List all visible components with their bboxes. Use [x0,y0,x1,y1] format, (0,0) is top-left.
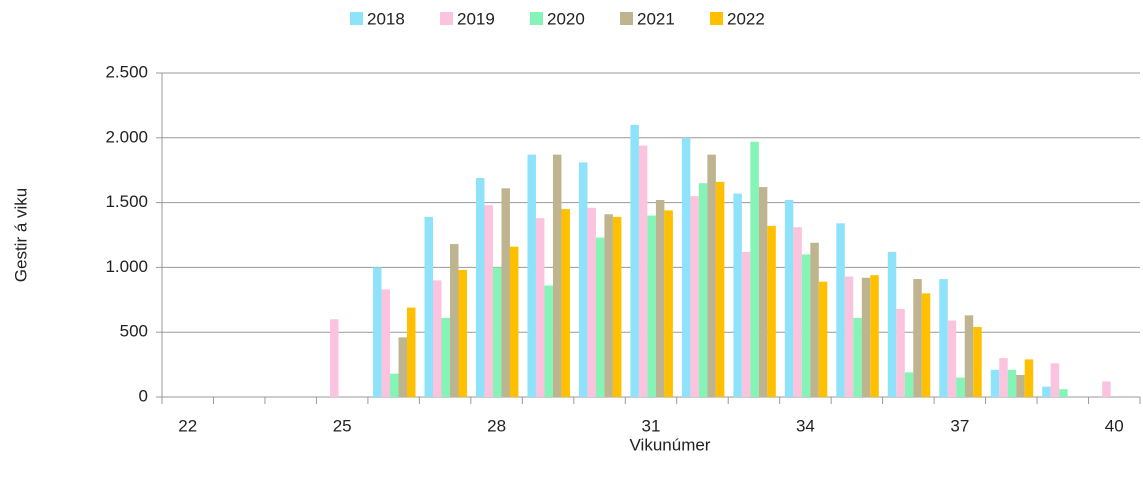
bar [1102,381,1111,397]
bar [698,183,708,397]
legend-label: 2019 [457,9,495,28]
x-tick-label: 28 [487,416,506,435]
bar [784,200,794,397]
bar [1059,389,1068,397]
bar [947,320,957,397]
x-tick-label: 37 [950,416,969,435]
bar [475,177,485,397]
bar [407,307,416,397]
bar [492,267,502,397]
bar [793,227,802,397]
bar [741,251,751,397]
bar [655,200,665,397]
bar [715,181,725,397]
bar [733,193,742,397]
bar [707,154,716,397]
bar [552,154,562,397]
bar [501,188,510,397]
y-axis-label: Gestir á viku [11,188,30,282]
y-tick-label: 2.000 [105,127,148,146]
bar [1016,374,1025,397]
bar [681,137,691,398]
x-tick-label: 34 [796,416,815,435]
bar [638,145,648,397]
bar [441,317,450,397]
bar [973,327,982,397]
y-tick-label: 500 [120,322,148,341]
bar [758,187,768,397]
bar [330,319,339,397]
bar [484,205,493,397]
y-tick-label: 2.500 [105,62,148,81]
x-axis-label: Vikunúmer [630,435,711,454]
x-tick-label: 31 [642,416,661,435]
y-tick-label: 1.500 [105,192,148,211]
bar [810,242,819,397]
bar [1042,386,1051,397]
bar [887,251,897,397]
bar [544,285,553,397]
bar [527,154,536,397]
bar [424,216,434,397]
bar [921,293,931,397]
bar [433,280,442,397]
bar [801,254,811,397]
legend-swatch [350,12,363,25]
bar [913,279,922,397]
bar [509,246,519,397]
bar [836,223,845,397]
bar [612,216,622,397]
bar [767,225,776,397]
legend-label: 2020 [547,9,585,28]
bar [750,141,759,397]
bar [690,196,699,397]
y-tick-label: 0 [139,386,148,405]
legend-swatch [710,12,723,25]
bar [1007,369,1017,397]
bar [587,207,596,397]
bar [1050,363,1060,397]
bar [844,276,854,397]
x-tick-label: 25 [333,416,352,435]
bar [595,237,605,397]
legend-swatch [620,12,633,25]
bar [896,308,905,397]
bar [964,315,974,397]
legend-label: 2021 [637,9,675,28]
bar [373,267,382,397]
bar [458,269,467,397]
bar [561,209,570,397]
bar [664,210,673,397]
bar [449,244,459,397]
bar [398,337,408,397]
bar [939,279,948,397]
bar [535,218,545,397]
bar [381,289,391,397]
bar [578,162,588,397]
bar [999,358,1008,397]
bar [853,317,862,397]
bar [604,214,613,397]
legend-swatch [530,12,543,25]
bar [390,373,399,397]
bar [630,124,639,397]
bar [956,377,965,397]
bar [861,277,871,397]
legend-label: 2022 [727,9,765,28]
legend-swatch [440,12,453,25]
bar [904,372,914,397]
y-tick-label: 1.000 [105,257,148,276]
x-tick-label: 40 [1105,416,1124,435]
bar [990,369,1000,397]
bar [870,275,879,397]
bar [647,215,656,397]
bar [818,281,828,397]
bar [1024,359,1034,397]
legend-label: 2018 [367,9,405,28]
x-tick-label: 22 [178,416,197,435]
